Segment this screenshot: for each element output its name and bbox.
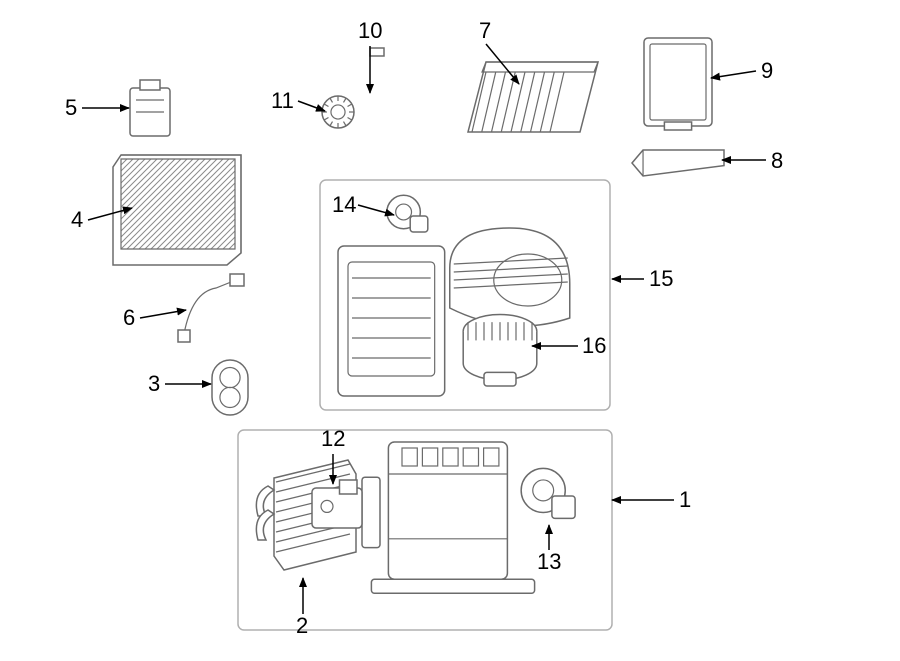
callout-label: 6 — [123, 305, 135, 330]
callout-label: 2 — [296, 613, 308, 638]
callout-label: 14 — [332, 192, 356, 217]
heater-hose — [349, 48, 393, 162]
cabin-air-filter — [468, 62, 598, 132]
wiring-lead — [178, 274, 244, 342]
blower-unit-case — [338, 228, 570, 396]
amplifier-module — [644, 38, 712, 130]
heater-unit-case — [362, 442, 535, 593]
callout-label: 1 — [679, 487, 691, 512]
callout-label: 16 — [582, 333, 606, 358]
callout-label: 10 — [358, 18, 382, 43]
callout-label: 8 — [771, 148, 783, 173]
callout-label: 11 — [271, 88, 294, 113]
expansion-valve — [130, 80, 170, 136]
callout-label: 12 — [321, 426, 345, 451]
leader-line — [298, 101, 325, 111]
leader-line — [140, 310, 186, 318]
servo-motor-c — [387, 195, 428, 232]
callout-label: 3 — [148, 371, 160, 396]
thermistor-cap — [322, 96, 354, 128]
callout-label: 4 — [71, 207, 83, 232]
parts-layer — [113, 38, 724, 593]
callout-label: 5 — [65, 95, 77, 120]
relay — [212, 360, 248, 415]
callout-label: 15 — [649, 266, 673, 291]
leader-line — [711, 71, 756, 78]
callout-label: 13 — [537, 549, 561, 574]
callout-label: 7 — [479, 18, 491, 43]
servo-motor-b — [521, 468, 575, 518]
callout-label: 9 — [761, 58, 773, 83]
blower-motor — [463, 315, 537, 386]
evaporator — [113, 155, 241, 265]
bracket — [632, 150, 724, 176]
parts-diagram: 12345678910111213141516 — [0, 0, 900, 661]
